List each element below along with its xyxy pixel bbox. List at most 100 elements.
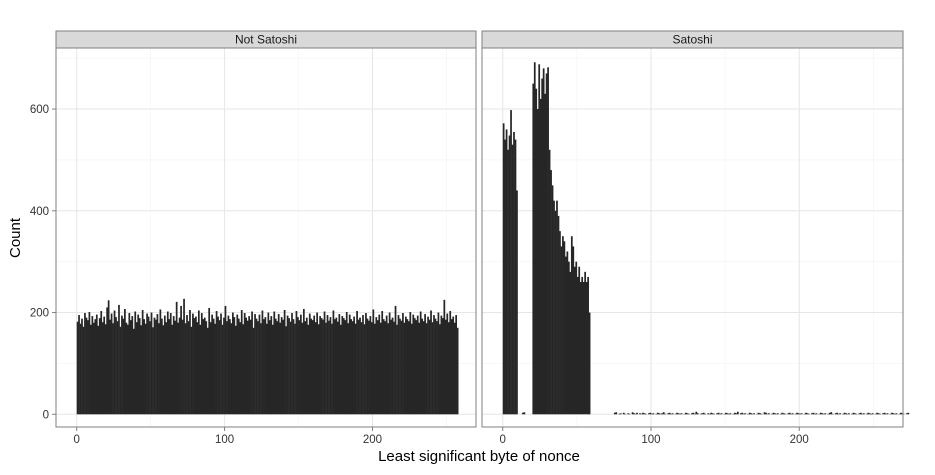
- histogram-bar: [163, 315, 166, 415]
- histogram-bar: [177, 322, 179, 415]
- histogram-bar: [98, 318, 101, 415]
- histogram-bar: [356, 311, 358, 415]
- histogram-bar: [396, 324, 398, 415]
- histogram-bar: [316, 312, 319, 415]
- histogram-bar: [702, 412, 705, 415]
- y-axis: 0 200 400 600: [30, 104, 56, 421]
- histogram-bar: [578, 266, 581, 415]
- histogram-bar: [831, 413, 834, 415]
- histogram-bar: [161, 318, 163, 415]
- histogram-bar: [388, 312, 391, 415]
- histogram-bar: [378, 314, 381, 415]
- histogram-bar: [286, 315, 289, 415]
- histogram-bar: [508, 135, 511, 415]
- histogram-bar: [115, 317, 117, 415]
- histogram-bar: [747, 413, 750, 415]
- histogram-bar: [717, 412, 720, 415]
- histogram-bar: [409, 312, 412, 415]
- histogram-bar: [231, 312, 234, 415]
- histogram-bar: [741, 412, 744, 415]
- panel-not-satoshi: Not Satoshi 0 100 200: [55, 30, 477, 446]
- histogram-bar: [748, 412, 751, 415]
- histogram-bar: [559, 231, 561, 415]
- histogram-bar: [359, 317, 361, 415]
- histogram-bar: [774, 413, 776, 415]
- histogram-bar: [575, 261, 578, 415]
- histogram-bar: [155, 319, 157, 415]
- histogram-bar: [428, 319, 431, 415]
- histogram-bar: [565, 256, 567, 415]
- histogram-bar: [735, 413, 738, 415]
- histogram-bar: [394, 305, 397, 415]
- histogram-bar: [97, 325, 100, 415]
- histogram-bar: [239, 322, 242, 415]
- histogram-bar: [307, 324, 310, 415]
- histogram-bar: [363, 324, 366, 415]
- histogram-bar: [636, 412, 638, 415]
- histogram-bar: [407, 321, 410, 415]
- histogram-bar: [776, 413, 779, 415]
- histogram-bar: [751, 413, 754, 415]
- histogram-bar: [226, 321, 228, 415]
- histogram-bar: [128, 313, 131, 415]
- histogram-bar: [397, 315, 400, 415]
- histogram-bar: [513, 131, 515, 415]
- histogram-bar: [750, 413, 753, 415]
- histogram-bar: [413, 318, 416, 415]
- histogram-bar: [563, 241, 566, 415]
- histogram-bar: [245, 317, 248, 415]
- histogram-bar: [243, 313, 246, 415]
- histogram-bar: [440, 315, 443, 415]
- histogram-bar: [280, 317, 283, 415]
- histogram-bar: [266, 323, 268, 415]
- histogram-bar: [348, 314, 351, 415]
- histogram-bar: [400, 320, 403, 415]
- histogram-bar: [339, 324, 342, 415]
- histogram-bar: [328, 320, 330, 415]
- histogram-bar: [288, 318, 290, 415]
- histogram-bar: [220, 313, 222, 415]
- histogram-bar: [427, 316, 429, 415]
- histogram-bar: [267, 312, 270, 415]
- histogram-bar: [557, 215, 560, 415]
- histogram-bar: [169, 313, 172, 415]
- histogram-bar: [723, 413, 726, 415]
- histogram-bar: [588, 312, 591, 415]
- histogram-bar: [805, 412, 807, 415]
- histogram-bar: [234, 325, 237, 415]
- histogram-bar: [101, 322, 104, 415]
- histogram-bar: [229, 319, 231, 415]
- histogram-bar: [701, 413, 704, 415]
- histogram-bar: [613, 412, 616, 415]
- histogram-bar: [362, 315, 364, 415]
- histogram-bar: [699, 413, 702, 415]
- histogram-bar: [587, 276, 589, 415]
- histogram-bar: [347, 323, 350, 415]
- histogram-bar: [368, 320, 370, 415]
- histogram-bar: [192, 313, 194, 415]
- histogram-bar: [889, 413, 892, 415]
- histogram-bar: [342, 318, 345, 415]
- y-tick-label: 0: [43, 409, 49, 421]
- histogram-bar: [662, 412, 665, 415]
- histogram-bar: [532, 83, 535, 415]
- histogram-bar: [905, 413, 908, 415]
- histogram-bar: [522, 412, 524, 415]
- histogram-bar: [261, 310, 264, 415]
- histogram-bar: [165, 322, 168, 415]
- histogram-bar: [212, 318, 215, 415]
- histogram-bar: [553, 200, 555, 415]
- histogram-bar: [576, 276, 579, 415]
- histogram-bar: [301, 322, 304, 415]
- histogram-bar: [375, 317, 378, 415]
- histogram-bar: [351, 321, 354, 415]
- histogram-bar: [851, 413, 853, 415]
- histogram-bar: [883, 412, 886, 415]
- histogram-bar: [876, 412, 879, 415]
- histogram-bar: [78, 315, 80, 415]
- histogram-bar: [143, 319, 145, 415]
- histogram-bar: [138, 318, 141, 415]
- histogram-bar: [227, 315, 230, 415]
- histogram-bar: [510, 110, 512, 415]
- histogram-bar: [455, 315, 458, 415]
